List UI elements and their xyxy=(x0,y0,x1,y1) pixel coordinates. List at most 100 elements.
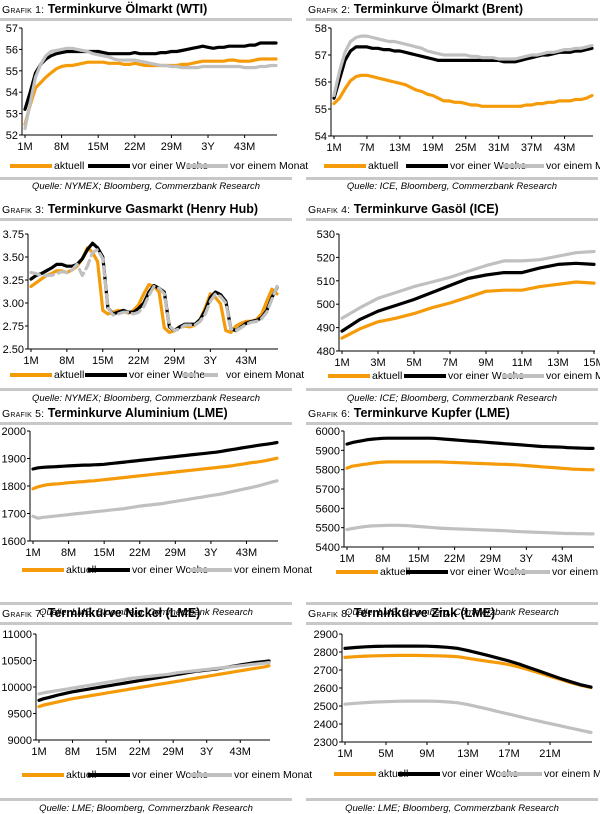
series-line-vor-einer-Woche xyxy=(340,261,596,333)
x-tick-label: 3Y xyxy=(520,553,534,565)
x-tick-label: 8M xyxy=(61,547,76,559)
legend-item: vor einem Monat xyxy=(502,160,600,172)
x-tick-label: 29M xyxy=(164,355,185,367)
line-chart: 1600 1700 1800 1900 2000 1M 8M 15M 22M 29M 3Y 43M xyxy=(2,426,279,559)
legend-item: aktuell xyxy=(10,160,84,172)
chart-title: Grafik 7: Terminkurve Nickel (LME) xyxy=(2,606,200,620)
legend-swatch xyxy=(22,568,64,572)
line-chart: 5400 5500 5600 5700 5800 5900 6000 1M 8M 15M 22M 29… xyxy=(316,426,595,565)
x-tick-label: 1M xyxy=(337,748,352,760)
x-tick-label: 15M xyxy=(93,547,114,559)
x-tick-label: 9M xyxy=(478,357,493,369)
series-line-aktuell xyxy=(23,57,278,126)
chart-title-text: Terminkurve Zink (LME) xyxy=(353,606,496,620)
y-tick-label: 2500 xyxy=(314,701,338,713)
chart-title: Grafik 4: Terminkurve Gasöl (ICE) xyxy=(308,202,499,216)
chart-title-text: Terminkurve Aluminium (LME) xyxy=(47,406,228,420)
x-tick-label: 22M xyxy=(124,141,145,153)
title-divider xyxy=(0,18,292,21)
legend-swatch xyxy=(508,570,550,574)
series-line-vor-einem-Monat xyxy=(343,699,593,735)
series-line-aktuell xyxy=(340,280,596,340)
legend-label: aktuell xyxy=(54,369,85,381)
y-tick-label: 480 xyxy=(317,346,335,358)
line-chart: 2300 2400 2500 2600 2700 2800 2900 1M 5M 9M 13M 17M… xyxy=(314,629,593,760)
x-tick-label: 5M xyxy=(406,357,421,369)
x-tick-label: 7M xyxy=(442,357,457,369)
x-tick-label: 1M xyxy=(334,357,349,369)
legend-swatch xyxy=(10,164,52,168)
source-divider xyxy=(0,602,292,605)
series-line-aktuell xyxy=(31,456,279,491)
legend-label: vor einer Woche xyxy=(132,160,209,172)
y-tick-label: 56 xyxy=(6,44,18,56)
legend-swatch xyxy=(182,373,224,377)
y-tick-label: 2.75 xyxy=(3,321,24,333)
chart-legend: aktuell vor einer Woche vor einem Monat xyxy=(0,369,304,383)
chart-number-label: Grafik 7: xyxy=(2,608,45,620)
legend-label: aktuell xyxy=(66,769,97,781)
legend-item: aktuell xyxy=(336,566,410,578)
legend-label: vor einem Monat xyxy=(234,769,313,781)
title-divider xyxy=(0,622,292,625)
series-line-aktuell xyxy=(345,460,595,472)
x-tick-label: 43M xyxy=(236,355,257,367)
chart-panel-8: Grafik 8: Terminkurve Zink (LME) 2300 2400… xyxy=(306,604,600,814)
x-tick-label: 43M xyxy=(552,553,573,565)
series-line-aktuell xyxy=(332,73,594,108)
series-line-vor-einer-Woche xyxy=(345,436,595,450)
chart-panel-1: Grafik 1: Terminkurve Ölmarkt (WTI) 52 53 5… xyxy=(0,0,308,200)
chart-legend: aktuell vor einer Woche vor einem Monat xyxy=(0,160,308,174)
source-divider xyxy=(306,177,598,180)
series-line-vor-einem-Monat xyxy=(29,248,279,333)
y-tick-label: 10000 xyxy=(1,682,32,694)
x-tick-label: 29M xyxy=(480,553,501,565)
x-tick-label: 43M xyxy=(236,547,257,559)
y-tick-label: 5800 xyxy=(316,465,340,477)
legend-label: vor einer Woche xyxy=(448,370,525,382)
x-tick-label: 43M xyxy=(230,746,251,758)
legend-swatch xyxy=(88,164,130,168)
legend-swatch xyxy=(406,570,448,574)
chart-number-label: Grafik 2: xyxy=(308,4,351,16)
legend-item: aktuell xyxy=(22,769,96,781)
line-chart: 54 55 56 57 58 1M 7M 13M 19M 25M 31M 37M 43M xyxy=(315,23,594,154)
y-tick-label: 1800 xyxy=(2,481,26,493)
chart-source: Quelle: ICE, Bloomberg, Commerzbank Rese… xyxy=(346,181,558,192)
chart-panel-3: Grafik 3: Terminkurve Gasmarkt (Henry Hu… xyxy=(0,200,304,404)
legend-item: vor einer Woche xyxy=(404,370,524,382)
y-tick-label: 9500 xyxy=(8,709,32,721)
x-tick-label: 43M xyxy=(234,141,255,153)
chart-number-label: Grafik 3: xyxy=(2,204,45,216)
y-tick-label: 2900 xyxy=(314,629,338,641)
legend-item: vor einem Monat xyxy=(502,370,600,382)
y-tick-label: 55 xyxy=(6,66,18,78)
x-tick-label: 25M xyxy=(455,142,476,154)
legend-item: vor einer Woche xyxy=(406,566,526,578)
x-tick-label: 3M xyxy=(370,357,385,369)
y-tick-label: 2400 xyxy=(314,719,338,731)
series-line-vor-einer-Woche xyxy=(23,41,278,111)
chart-legend: aktuell vor einer Woche vor einem Monat xyxy=(306,566,600,580)
x-tick-label: 1M xyxy=(25,547,40,559)
legend-item: aktuell xyxy=(10,369,84,381)
x-tick-label: 5M xyxy=(378,748,393,760)
x-tick-label: 1M xyxy=(23,355,38,367)
source-divider xyxy=(0,798,292,801)
x-tick-label: 11M xyxy=(512,357,533,369)
x-tick-label: 19M xyxy=(422,142,443,154)
chart-number-label: Grafik 1: xyxy=(2,4,45,16)
legend-swatch xyxy=(85,373,127,377)
line-chart: 9000 9500 10000 10500 11000 1M 8M 15M 22M 29M 3Y 43… xyxy=(1,629,271,758)
chart-title-text: Terminkurve Gasöl (ICE) xyxy=(353,202,499,216)
y-tick-label: 1900 xyxy=(2,454,26,466)
line-chart: 2.50 2.75 3.00 3.25 3.50 3.75 1M 8M 15M 22M 29M 3Y 4… xyxy=(3,229,279,367)
chart-title: Grafik 6: Terminkurve Kupfer (LME) xyxy=(308,406,510,420)
series-line-vor-einer-Woche xyxy=(332,45,594,100)
y-tick-label: 57 xyxy=(6,23,18,35)
x-tick-label: 7M xyxy=(359,142,374,154)
y-tick-label: 2700 xyxy=(314,665,338,677)
series-line-vor-einem-Monat xyxy=(31,479,279,520)
legend-item: aktuell xyxy=(22,564,96,576)
line-chart: 480 490 500 510 520 530 1M 3M 5M 7M 9M 11M 13M 15M xyxy=(317,229,600,369)
